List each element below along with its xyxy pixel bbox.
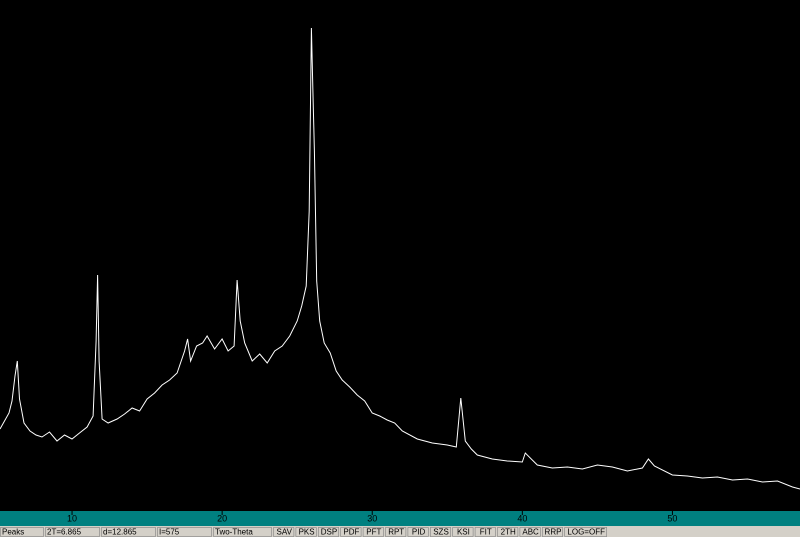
status-button-label[interactable]: LOG=OFF xyxy=(567,528,605,537)
x-tick-label: 10 xyxy=(67,513,77,523)
status-button-label[interactable]: ABC xyxy=(522,528,539,537)
status-button-label[interactable]: KSI xyxy=(457,528,470,537)
status-button-label[interactable]: FIT xyxy=(480,528,492,537)
status-text: 2T=6.865 xyxy=(47,528,82,537)
x-tick-label: 30 xyxy=(367,513,377,523)
status-text: Peaks xyxy=(2,528,24,537)
x-tick-label: 20 xyxy=(217,513,227,523)
status-text: I=575 xyxy=(159,528,180,537)
x-axis-bar xyxy=(0,511,800,526)
plot-background xyxy=(0,0,800,511)
status-button-label[interactable]: PDF xyxy=(343,528,359,537)
status-button-label[interactable]: SZS xyxy=(433,528,449,537)
status-button-label[interactable]: 2TH xyxy=(501,528,516,537)
status-button-label[interactable]: RRP xyxy=(545,528,562,537)
status-text: Two-Theta xyxy=(215,528,253,537)
status-button-label[interactable]: DSP xyxy=(321,528,337,537)
x-tick-label: 50 xyxy=(667,513,677,523)
diffraction-trace xyxy=(0,27,800,490)
status-button-label[interactable]: PKS xyxy=(299,528,315,537)
status-button-label[interactable]: RPT xyxy=(388,528,404,537)
status-text: d=12.865 xyxy=(103,528,137,537)
status-button-label[interactable]: SAV xyxy=(276,528,292,537)
status-button-label[interactable]: PID xyxy=(412,528,426,537)
status-button-label[interactable]: PFT xyxy=(366,528,381,537)
x-tick-label: 40 xyxy=(517,513,527,523)
